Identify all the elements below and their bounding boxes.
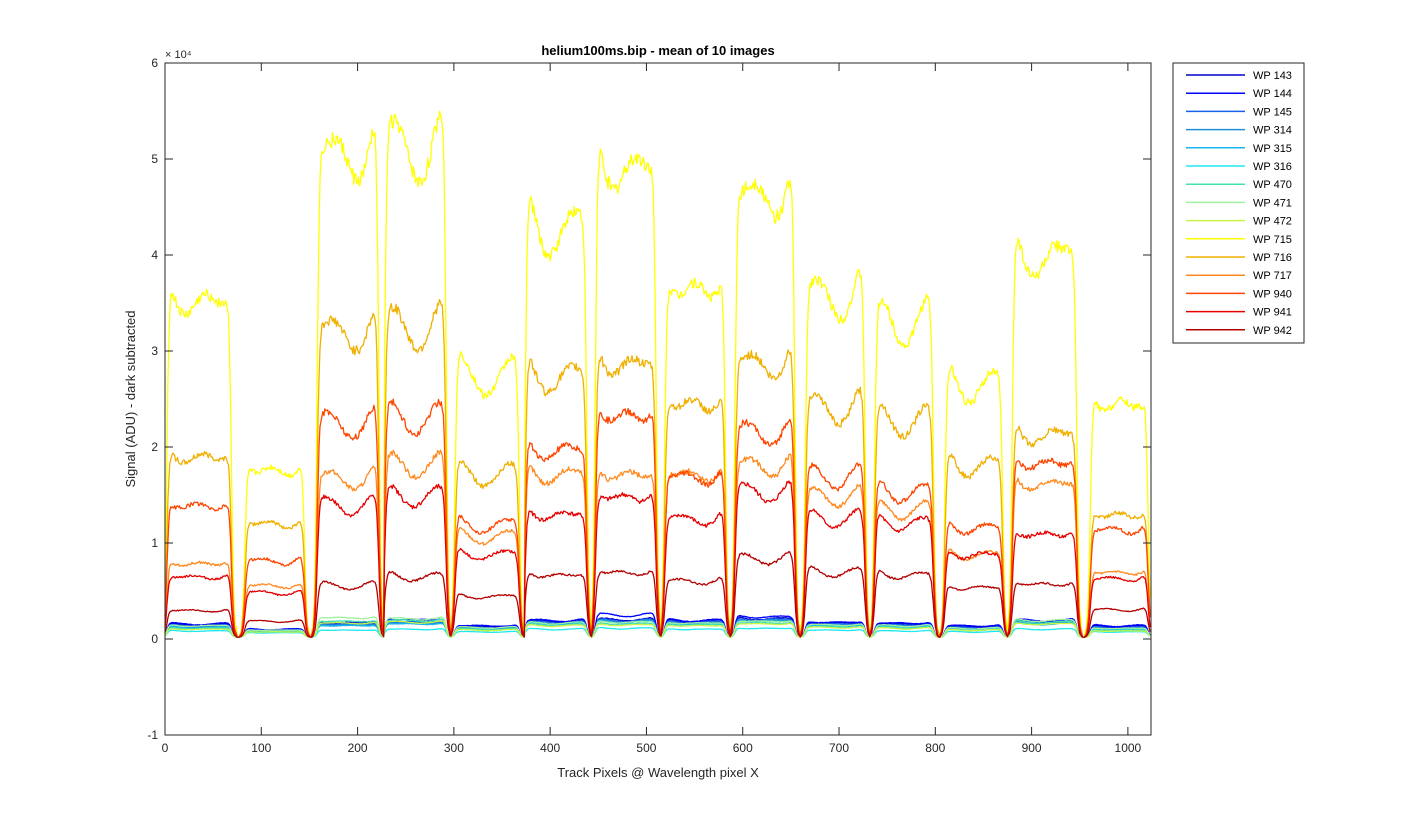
x-tick-label: 900 xyxy=(1022,741,1042,755)
x-tick-label: 200 xyxy=(348,741,368,755)
series-line-wp-942 xyxy=(164,550,1151,638)
series-line-wp-472 xyxy=(164,620,1151,638)
legend-label: WP 940 xyxy=(1253,288,1292,300)
x-axis-label: Track Pixels @ Wavelength pixel X xyxy=(557,765,759,780)
y-tick-label: 3 xyxy=(151,344,158,358)
tick-group: 0 100 200 300 400 500 600 700 800 900 1000 -1 0 1 2 3 4 5… xyxy=(147,56,1151,755)
y-tick-label: 6 xyxy=(151,56,158,70)
legend-label: WP 145 xyxy=(1253,106,1292,118)
x-tick-label: 700 xyxy=(829,741,849,755)
legend-label: WP 941 xyxy=(1253,307,1292,319)
chart-title: helium100ms.bip - mean of 10 images xyxy=(541,43,774,58)
y-tick-label: -1 xyxy=(147,728,158,742)
x-tick-label: 500 xyxy=(636,741,656,755)
legend-label: WP 471 xyxy=(1253,197,1292,209)
y-axis-label: Signal (ADU) - dark subtracted xyxy=(123,310,138,487)
y-exponent-label: × 10⁴ xyxy=(165,49,192,61)
legend-label: WP 942 xyxy=(1253,325,1292,337)
y-tick-label: 2 xyxy=(151,440,158,454)
legend-label: WP 143 xyxy=(1253,70,1292,82)
series-group xyxy=(164,110,1151,638)
y-tick-label: 0 xyxy=(151,632,158,646)
legend-label: WP 314 xyxy=(1253,125,1292,137)
legend-label: WP 715 xyxy=(1253,234,1292,246)
legend-label: WP 316 xyxy=(1253,161,1292,173)
axes-box xyxy=(164,62,1152,736)
legend-label: WP 315 xyxy=(1253,143,1292,155)
plot-area: 0 100 200 300 400 500 600 700 800 900 1000 -1 0 1 2 3 4 5… xyxy=(147,56,1152,755)
x-tick-label: 400 xyxy=(540,741,560,755)
y-tick-label: 5 xyxy=(151,152,158,166)
legend-label: WP 472 xyxy=(1253,216,1292,228)
legend[interactable]: WP 143 WP 144 WP 145 WP 314 WP 315 WP 316 WP 4… xyxy=(1172,62,1305,344)
series-line-wp-941 xyxy=(164,480,1151,638)
y-tick-label: 1 xyxy=(151,536,158,550)
legend-label: WP 144 xyxy=(1253,88,1292,100)
series-line-wp-940 xyxy=(164,398,1151,638)
x-tick-label: 600 xyxy=(733,741,753,755)
legend-label: WP 716 xyxy=(1253,252,1292,264)
legend-items: WP 143 WP 144 WP 145 WP 314 WP 315 WP 316 WP 4… xyxy=(1186,70,1292,337)
legend-label: WP 470 xyxy=(1253,179,1292,191)
x-tick-label: 0 xyxy=(162,741,169,755)
x-tick-label: 1000 xyxy=(1115,741,1142,755)
x-tick-label: 800 xyxy=(925,741,945,755)
legend-label: WP 717 xyxy=(1253,270,1292,282)
x-tick-label: 300 xyxy=(444,741,464,755)
series-line-wp-715 xyxy=(164,110,1151,638)
y-tick-label: 4 xyxy=(151,248,158,262)
x-tick-label: 100 xyxy=(251,741,271,755)
